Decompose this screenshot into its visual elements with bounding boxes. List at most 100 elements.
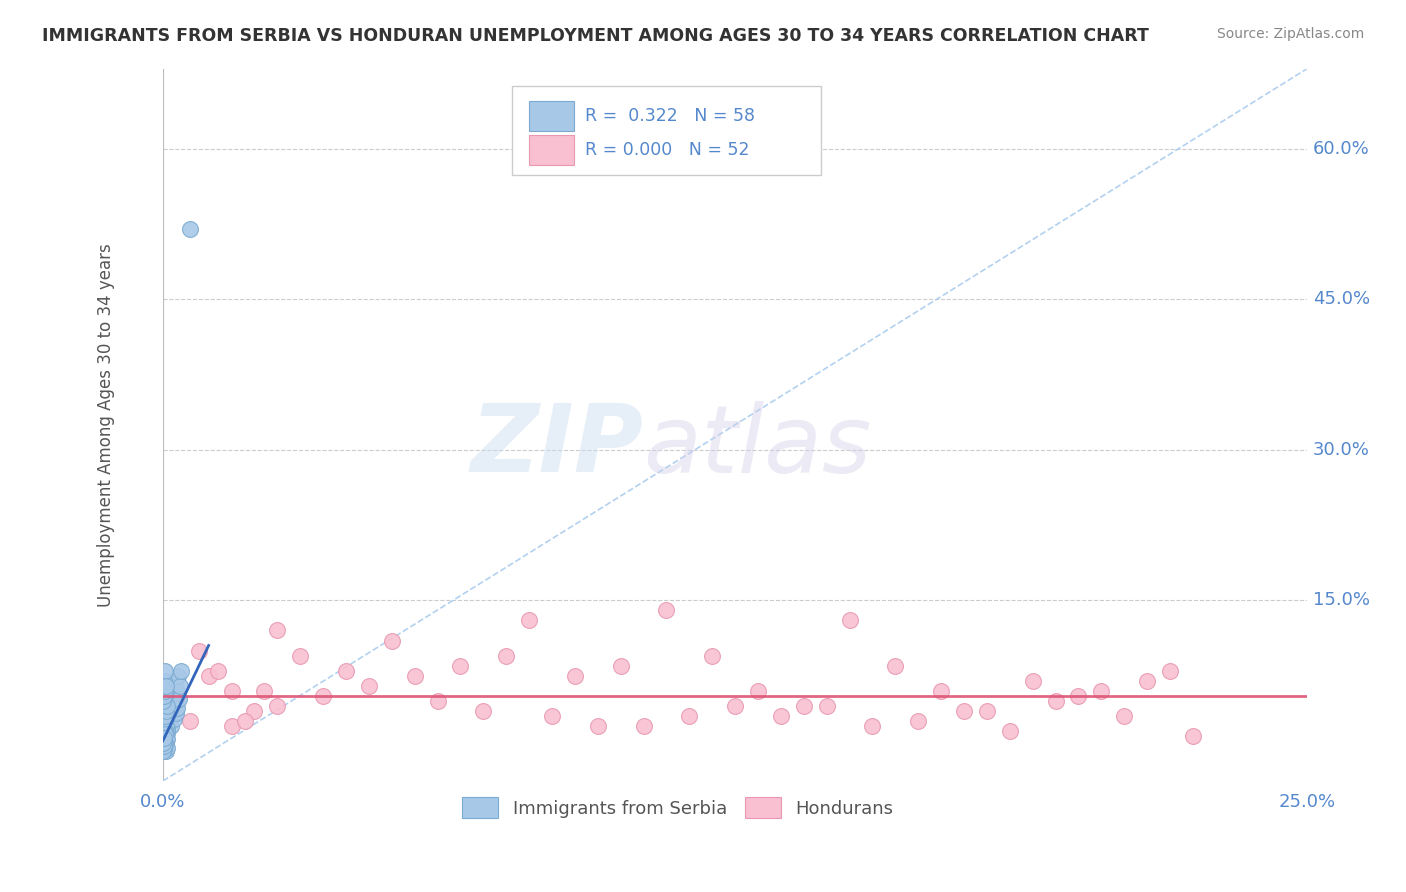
FancyBboxPatch shape <box>529 101 574 130</box>
Point <box>152 742 174 756</box>
Point <box>266 624 288 638</box>
Point <box>160 689 183 703</box>
Point <box>152 719 174 733</box>
Text: R = 0.000   N = 52: R = 0.000 N = 52 <box>585 141 749 159</box>
Point <box>153 727 176 741</box>
Point <box>157 698 180 713</box>
Point <box>166 694 188 708</box>
Point <box>155 744 177 758</box>
Text: 60.0%: 60.0% <box>1313 140 1369 158</box>
Point <box>266 698 288 713</box>
FancyBboxPatch shape <box>529 135 574 165</box>
Point <box>152 731 174 746</box>
Point <box>155 726 177 740</box>
Point <box>404 668 426 682</box>
Point <box>157 714 180 728</box>
Point <box>153 711 176 725</box>
Point <box>152 729 174 743</box>
Point <box>166 683 188 698</box>
Point <box>953 704 976 718</box>
Point <box>153 723 176 738</box>
Point <box>155 740 177 755</box>
Point <box>678 708 700 723</box>
Point <box>155 702 177 716</box>
Point <box>815 698 838 713</box>
Point <box>1021 673 1043 688</box>
Point <box>862 719 884 733</box>
Point <box>221 719 243 733</box>
Point <box>1136 673 1159 688</box>
Point <box>153 737 176 751</box>
Point <box>163 712 186 726</box>
Point <box>702 648 724 663</box>
Point <box>426 694 449 708</box>
Point <box>152 715 174 730</box>
Point <box>517 614 540 628</box>
Point <box>153 729 176 743</box>
Point <box>153 689 176 703</box>
Point <box>153 736 176 750</box>
Point <box>152 714 174 728</box>
Point <box>156 722 179 736</box>
Point <box>998 723 1021 738</box>
Point <box>472 704 495 718</box>
Point <box>156 694 179 708</box>
Point <box>153 704 176 718</box>
Point <box>1181 729 1204 743</box>
Point <box>159 683 181 698</box>
Point <box>169 679 191 693</box>
Point <box>290 648 312 663</box>
Point <box>495 648 517 663</box>
Point <box>152 731 174 745</box>
Point <box>655 603 678 617</box>
Point <box>152 736 174 750</box>
Text: atlas: atlas <box>644 401 872 491</box>
Point <box>165 706 187 720</box>
Point <box>233 714 256 728</box>
Point <box>838 614 860 628</box>
Point <box>179 714 201 728</box>
Point <box>152 734 174 748</box>
Point <box>724 698 747 713</box>
Point <box>907 714 929 728</box>
Point <box>152 723 174 738</box>
Point <box>929 683 952 698</box>
Point <box>167 668 190 682</box>
Point <box>162 696 184 710</box>
Point <box>747 683 769 698</box>
Point <box>793 698 815 713</box>
Point <box>155 679 177 693</box>
Point <box>153 683 176 698</box>
Point <box>357 679 380 693</box>
Point <box>1114 708 1136 723</box>
FancyBboxPatch shape <box>512 87 821 176</box>
Text: 30.0%: 30.0% <box>1313 441 1369 458</box>
Point <box>163 673 186 688</box>
Point <box>207 664 229 678</box>
Point <box>152 744 174 758</box>
Point <box>155 734 177 748</box>
Point <box>152 704 174 718</box>
Text: R =  0.322   N = 58: R = 0.322 N = 58 <box>585 106 755 125</box>
Point <box>166 700 188 714</box>
Point <box>155 704 177 718</box>
Point <box>1090 683 1112 698</box>
Point <box>221 683 243 698</box>
Text: ZIP: ZIP <box>471 401 644 492</box>
Point <box>1067 689 1090 703</box>
Point <box>152 689 174 703</box>
Point <box>1159 664 1181 678</box>
Point <box>170 664 193 678</box>
Point <box>153 664 176 678</box>
Text: 25.0%: 25.0% <box>1279 793 1336 811</box>
Text: IMMIGRANTS FROM SERBIA VS HONDURAN UNEMPLOYMENT AMONG AGES 30 TO 34 YEARS CORREL: IMMIGRANTS FROM SERBIA VS HONDURAN UNEMP… <box>42 27 1149 45</box>
Point <box>197 668 219 682</box>
Point <box>169 691 191 706</box>
Point <box>160 719 183 733</box>
Point <box>243 704 266 718</box>
Point <box>633 719 655 733</box>
Point <box>155 698 177 713</box>
Point <box>155 706 177 720</box>
Point <box>1045 694 1067 708</box>
Point <box>381 633 404 648</box>
